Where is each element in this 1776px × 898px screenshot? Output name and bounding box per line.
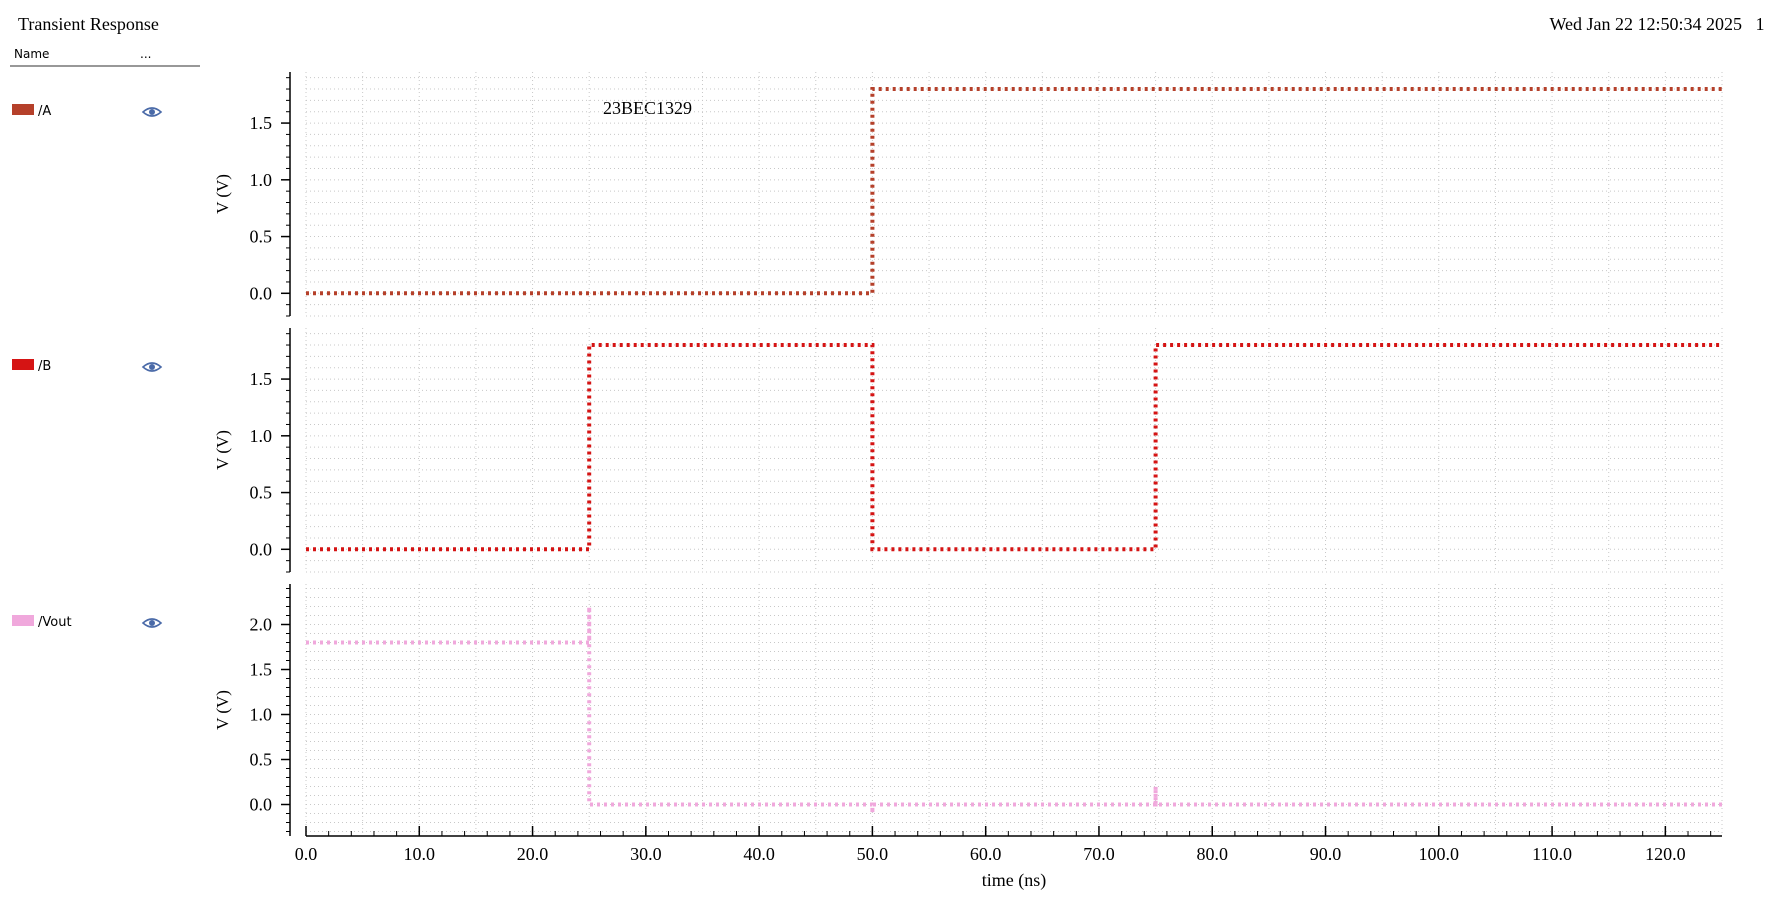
y-tick-label: 0.5 bbox=[250, 750, 273, 770]
panel-b: 0.0 0.5 1.0 1.5 V (V) bbox=[213, 328, 1723, 573]
x-tick-label: 90.0 bbox=[1310, 844, 1342, 864]
series-line-vout bbox=[306, 606, 1722, 814]
y-tick-label: 1.5 bbox=[250, 660, 273, 680]
x-tick-label: 110.0 bbox=[1532, 844, 1572, 864]
legend-swatch-vout bbox=[12, 615, 34, 626]
legend-label-a: /A bbox=[38, 104, 51, 119]
timestamp: Wed Jan 22 12:50:34 2025 bbox=[1549, 14, 1742, 34]
x-tick-label: 70.0 bbox=[1083, 844, 1115, 864]
legend-label-vout: /Vout bbox=[38, 615, 72, 630]
x-tick-label: 40.0 bbox=[743, 844, 775, 864]
window-title: Transient Response bbox=[18, 14, 159, 34]
legend-more-header[interactable]: ... bbox=[140, 47, 151, 61]
y-axis-label: V (V) bbox=[213, 430, 232, 470]
x-tick-label: 10.0 bbox=[404, 844, 436, 864]
x-tick-label: 0.0 bbox=[295, 844, 318, 864]
x-tick-label: 80.0 bbox=[1196, 844, 1228, 864]
legend-name-header: Name bbox=[14, 47, 49, 61]
y-tick-label: 1.0 bbox=[250, 705, 273, 725]
y-tick-label: 1.5 bbox=[250, 113, 273, 133]
legend-item-b[interactable]: /B bbox=[12, 359, 163, 374]
legend-swatch-a bbox=[12, 104, 34, 115]
series-line-b bbox=[306, 343, 1722, 552]
x-tick-label: 120.0 bbox=[1645, 844, 1686, 864]
y-tick-label: 1.0 bbox=[250, 170, 273, 190]
eye-icon[interactable] bbox=[141, 107, 163, 117]
eye-icon[interactable] bbox=[141, 618, 163, 628]
y-axis-label: V (V) bbox=[213, 174, 232, 214]
legend-label-b: /B bbox=[38, 359, 51, 374]
y-tick-label: 1.5 bbox=[250, 369, 273, 389]
y-tick-label: 0.0 bbox=[250, 539, 273, 559]
y-tick-label: 0.0 bbox=[250, 795, 273, 815]
x-tick-label: 20.0 bbox=[517, 844, 549, 864]
x-tick-label: 50.0 bbox=[857, 844, 889, 864]
legend-item-a[interactable]: /A bbox=[12, 104, 163, 119]
y-tick-label: 2.0 bbox=[250, 615, 273, 635]
legend-item-vout[interactable]: /Vout bbox=[12, 615, 163, 630]
y-axis-label: V (V) bbox=[213, 690, 232, 730]
y-tick-label: 0.5 bbox=[250, 227, 273, 247]
panel-a: 0.0 0.5 1.0 1.5 V (V) bbox=[213, 72, 1723, 317]
y-tick-label: 0.0 bbox=[250, 283, 273, 303]
page-number: 1 bbox=[1756, 14, 1765, 34]
x-tick-label: 100.0 bbox=[1419, 844, 1460, 864]
x-tick-label: 60.0 bbox=[970, 844, 1002, 864]
x-axis-label: time (ns) bbox=[982, 870, 1047, 891]
annotation-label: 23BEC1329 bbox=[603, 98, 692, 118]
x-tick-label: 30.0 bbox=[630, 844, 662, 864]
x-axis: 0.0 10.0 20.0 30.0 40.0 50.0 60.0 70.0 80.0 90.0 1… bbox=[295, 826, 1722, 891]
eye-icon[interactable] bbox=[141, 362, 163, 372]
legend-swatch-b bbox=[12, 359, 34, 370]
y-tick-label: 1.0 bbox=[250, 426, 273, 446]
y-tick-label: 0.5 bbox=[250, 483, 273, 503]
panel-vout: 0.0 0.5 1.0 1.5 2.0 V (V) bbox=[213, 584, 1723, 836]
